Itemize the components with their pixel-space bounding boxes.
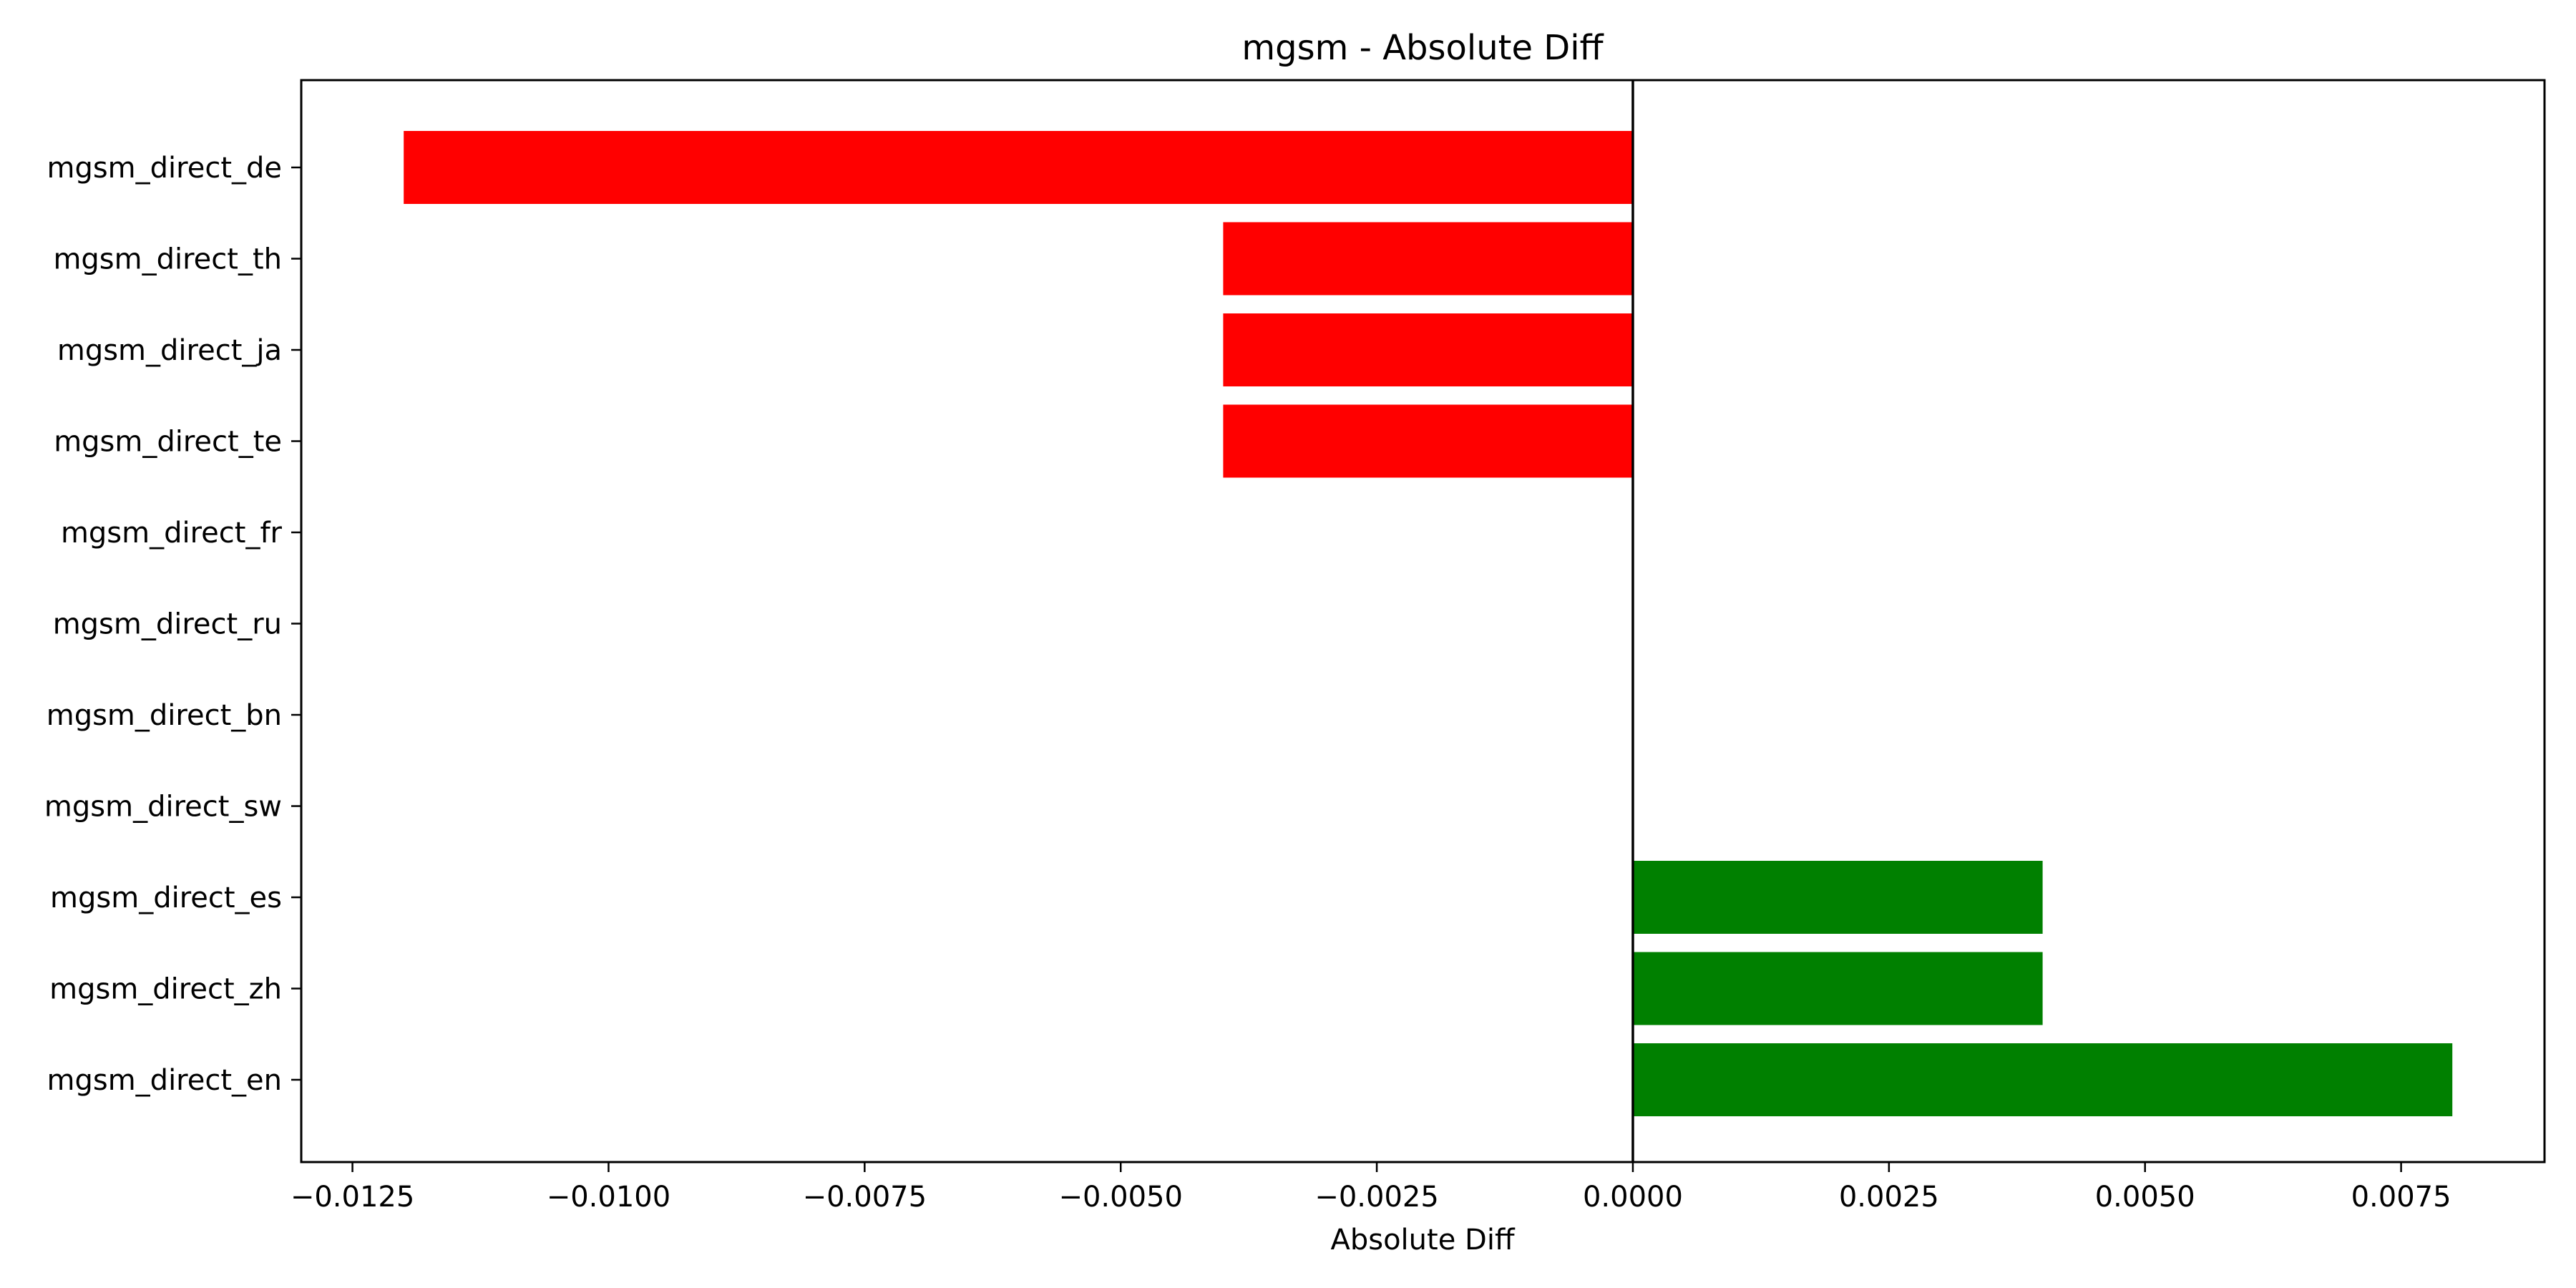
bar-mgsm_direct_es <box>1633 861 2043 934</box>
plot-area-frame <box>300 79 2546 1163</box>
bar-mgsm_direct_zh <box>1633 952 2043 1025</box>
x-tick-label: 0.0000 <box>1583 1181 1683 1214</box>
x-tick-label: 0.0075 <box>2351 1181 2451 1214</box>
x-axis: −0.0125 −0.0100 −0.0075 −0.0050 −0.0025 0.000… <box>291 1162 2451 1214</box>
x-tick-label: −0.0125 <box>291 1181 414 1214</box>
y-tick-label: mgsm_direct_sw <box>44 791 282 824</box>
y-tick-label: mgsm_direct_bn <box>47 699 282 732</box>
x-tick-label: −0.0050 <box>1058 1181 1182 1214</box>
y-tick-label: mgsm_direct_fr <box>61 517 283 550</box>
x-axis-label: Absolute Diff <box>1330 1224 1515 1257</box>
y-tick-label: mgsm_direct_th <box>53 243 282 276</box>
y-tick-label: mgsm_direct_ja <box>57 334 282 367</box>
y-tick-label: mgsm_direct_de <box>47 152 282 185</box>
x-tick-label: −0.0075 <box>803 1181 927 1214</box>
y-tick-label: mgsm_direct_zh <box>49 973 282 1006</box>
x-tick-label: −0.0100 <box>547 1181 670 1214</box>
chart-title: mgsm - Absolute Diff <box>1241 28 1604 68</box>
y-tick-label: mgsm_direct_ru <box>53 608 282 641</box>
bar-mgsm_direct_th <box>1223 222 1633 296</box>
bar-mgsm_direct_de <box>404 131 1634 204</box>
x-tick-label: 0.0050 <box>2095 1181 2195 1214</box>
bar-mgsm_direct_te <box>1223 404 1633 478</box>
bar-mgsm_direct_en <box>1633 1043 2453 1116</box>
x-tick-label: 0.0025 <box>1839 1181 1939 1214</box>
y-axis: mgsm_direct_de mgsm_direct_th mgsm_direct_… <box>44 152 301 1097</box>
y-tick-label: mgsm_direct_en <box>47 1064 282 1097</box>
bars-group <box>404 131 2453 1116</box>
x-tick-label: −0.0025 <box>1314 1181 1438 1214</box>
bar-mgsm_direct_ja <box>1223 313 1633 386</box>
y-tick-label: mgsm_direct_te <box>54 426 282 459</box>
y-tick-label: mgsm_direct_es <box>50 882 282 914</box>
